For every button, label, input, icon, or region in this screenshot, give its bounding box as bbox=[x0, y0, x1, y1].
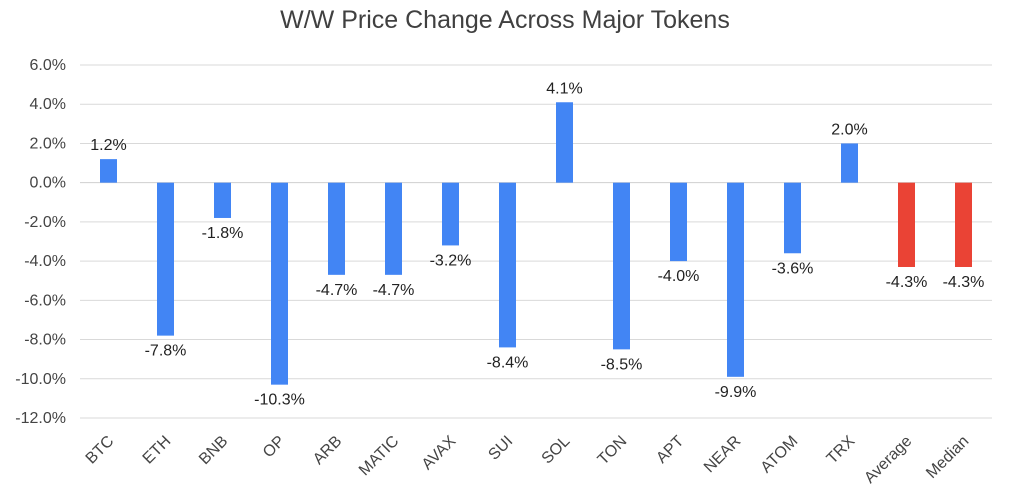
x-tick-label: OP bbox=[260, 433, 288, 461]
x-tick-label: SOL bbox=[539, 433, 574, 468]
y-tick-label: -6.0% bbox=[24, 292, 66, 309]
x-tick-label: NEAR bbox=[701, 433, 744, 476]
y-tick-label: 2.0% bbox=[30, 135, 66, 152]
bar-avax bbox=[442, 182, 459, 246]
x-tick-label: ETH bbox=[140, 433, 175, 468]
bar-sui bbox=[499, 182, 516, 348]
bar-op bbox=[271, 182, 288, 385]
y-tick-label: -2.0% bbox=[24, 214, 66, 231]
bar-eth bbox=[157, 182, 174, 336]
bar-average bbox=[898, 182, 915, 267]
data-label: -4.7% bbox=[373, 282, 415, 299]
bar-trx bbox=[841, 143, 858, 183]
y-tick-label: 6.0% bbox=[30, 57, 66, 74]
x-tick-label: APT bbox=[653, 433, 687, 467]
data-label: -1.8% bbox=[202, 225, 244, 242]
x-tick-label: SUI bbox=[485, 433, 516, 464]
y-tick-label: -12.0% bbox=[15, 410, 66, 427]
x-tick-label: MATIC bbox=[356, 433, 402, 479]
data-label: -4.7% bbox=[316, 282, 358, 299]
data-label: 4.1% bbox=[546, 80, 582, 97]
data-label: -9.9% bbox=[715, 384, 757, 401]
y-tick-label: 0.0% bbox=[30, 175, 66, 192]
x-tick-label: ATOM bbox=[758, 433, 802, 477]
data-label: 1.2% bbox=[90, 137, 126, 154]
x-axis-ticks: BTC ETH BNB OP ARB MATIC AVAX SUI SOL TON APT NEAR A… bbox=[83, 433, 973, 487]
x-tick-label: TON bbox=[595, 433, 631, 469]
bar-matic bbox=[385, 182, 402, 275]
data-label: -4.0% bbox=[658, 268, 700, 285]
x-tick-label: AVAX bbox=[419, 433, 460, 474]
bar-atom bbox=[784, 182, 801, 254]
y-tick-label: 4.0% bbox=[30, 96, 66, 113]
y-tick-label: -8.0% bbox=[24, 332, 66, 349]
bars bbox=[100, 102, 972, 385]
bar-bnb bbox=[214, 182, 231, 218]
data-label: -8.4% bbox=[487, 354, 529, 371]
bar-arb bbox=[328, 182, 345, 275]
x-tick-label: TRX bbox=[824, 433, 859, 468]
data-label: -3.6% bbox=[772, 260, 814, 277]
y-axis-ticks: 6.0% 4.0% 2.0% 0.0% -2.0% -4.0% -6.0% -8.0% -10.… bbox=[15, 57, 66, 427]
x-tick-label: BTC bbox=[83, 433, 118, 468]
bar-apt bbox=[670, 182, 687, 262]
data-label: 2.0% bbox=[831, 121, 867, 138]
x-tick-label: BNB bbox=[196, 433, 231, 468]
x-tick-label: ARB bbox=[310, 433, 345, 468]
data-label: -3.2% bbox=[430, 252, 472, 269]
data-label: -8.5% bbox=[601, 356, 643, 373]
bar-median bbox=[955, 182, 972, 267]
data-label: -10.3% bbox=[254, 392, 305, 409]
chart-title: W/W Price Change Across Major Tokens bbox=[280, 6, 730, 34]
x-tick-label: Average bbox=[861, 433, 915, 487]
data-labels: 1.2% -7.8% -1.8% -10.3% -4.7% -4.7% -3.2% -8.4%… bbox=[90, 80, 984, 408]
y-tick-label: -10.0% bbox=[15, 371, 66, 388]
y-tick-label: -4.0% bbox=[24, 253, 66, 270]
data-label: -7.8% bbox=[145, 343, 187, 360]
bar-near bbox=[727, 182, 744, 377]
data-label: -4.3% bbox=[943, 274, 985, 291]
gridlines bbox=[80, 64, 992, 419]
bar-btc bbox=[100, 159, 117, 183]
bar-sol bbox=[556, 102, 573, 183]
bar-ton bbox=[613, 182, 630, 350]
x-tick-label: Median bbox=[923, 433, 972, 482]
data-label: -4.3% bbox=[886, 274, 928, 291]
